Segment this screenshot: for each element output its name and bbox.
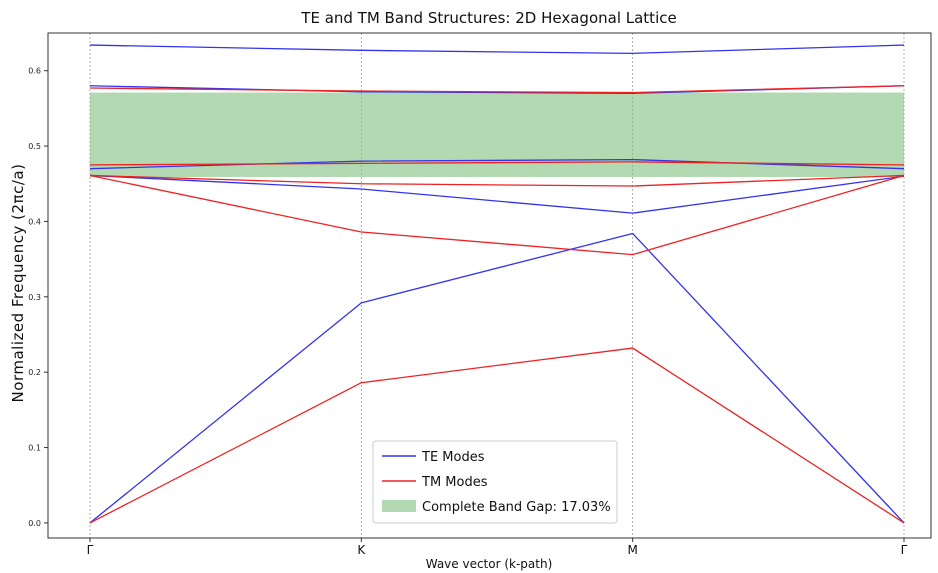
x-tick-label-0: Γ bbox=[87, 543, 94, 557]
tm-band-line-6 bbox=[89, 174, 905, 256]
tm-band-line-5 bbox=[89, 347, 905, 524]
x-tick-label-3: Γ bbox=[901, 543, 908, 557]
legend-gap-label: Complete Band Gap: 17.03% bbox=[422, 500, 611, 515]
y-tick-label-2: 0.2 bbox=[28, 368, 41, 377]
legend-tm-label: TM Modes bbox=[421, 475, 488, 490]
tm-band-line-9 bbox=[89, 85, 905, 94]
chart-title: TE and TM Band Structures: 2D Hexagonal … bbox=[300, 9, 676, 27]
plot-area: 0.0 0.1 0.2 0.3 0.4 0.5 0.6 Γ K M Γ bbox=[28, 33, 908, 557]
tm-band-line-8 bbox=[89, 161, 905, 166]
y-tick-label-6: 0.6 bbox=[28, 67, 41, 76]
legend-box bbox=[372, 440, 618, 524]
y-tick-label-5: 0.5 bbox=[28, 142, 41, 151]
te-band-line-0 bbox=[89, 232, 905, 524]
y-tick-label-1: 0.1 bbox=[28, 444, 41, 453]
legend: TE Modes TM Modes Complete Band Gap: 17.… bbox=[372, 440, 618, 524]
plot-frame bbox=[47, 32, 932, 539]
y-tick-label-3: 0.3 bbox=[28, 293, 41, 302]
y-axis-label: Normalized Frequency (2πc/a) bbox=[9, 164, 27, 403]
x-axis-label: Wave vector (k-path) bbox=[426, 557, 553, 571]
te-band-line-2 bbox=[89, 158, 905, 170]
y-tick-label-0: 0.0 bbox=[28, 519, 41, 528]
x-tick-label-2: M bbox=[627, 543, 637, 557]
te-band-line-1 bbox=[89, 174, 905, 214]
y-tick-label-4: 0.4 bbox=[28, 217, 41, 226]
x-tick-label-1: K bbox=[357, 543, 366, 557]
te-band-line-4 bbox=[89, 44, 905, 55]
legend-gap-swatch bbox=[382, 500, 416, 512]
legend-te-label: TE Modes bbox=[421, 450, 485, 465]
tm-band-line-7 bbox=[89, 174, 905, 187]
